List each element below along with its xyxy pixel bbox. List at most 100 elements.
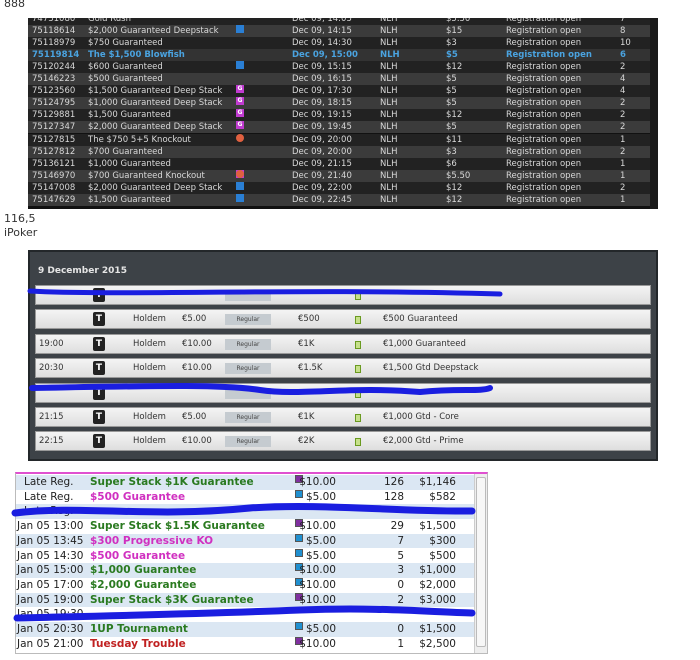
cell-status: Registration open xyxy=(506,134,582,145)
cell-prize: €1K xyxy=(298,412,315,422)
cell-time: Jan 05 19:30 xyxy=(17,608,84,621)
table-row[interactable]: 75127815 The $750 5+5 Knockout Dec 09, 20:… xyxy=(28,133,650,146)
cell-buyin: $5 xyxy=(446,74,457,85)
table-row[interactable]: T xyxy=(35,382,651,403)
guaranteed-icon: G xyxy=(236,97,244,106)
cell-buyin: $3 xyxy=(446,38,457,49)
cell-prize: $300 xyxy=(429,534,456,547)
table-row[interactable]: 22:15 Holdem €10.00 €2K €2,000 Gtd - Prime T R… xyxy=(35,431,651,452)
table-row[interactable]: 75119814 The $1,500 Blowfish Dec 09, 15:00… xyxy=(28,49,650,62)
cell-name: $1,500 Guaranteed xyxy=(88,194,171,205)
cell-game: Holdem xyxy=(133,436,166,447)
table-row[interactable]: Jan 05 21:00 Tuesday Trouble $10.00 1 $2,500 xyxy=(16,636,474,652)
cell-time: Late Reg. xyxy=(24,476,74,488)
cell-count: 1 xyxy=(620,170,626,181)
cell-id: 75127347 xyxy=(32,122,76,133)
table-row[interactable]: 19:00 Holdem €10.00 €1K €1,000 Guaranteed T Re… xyxy=(35,333,651,354)
cell-game: NLH xyxy=(380,98,398,109)
table-row[interactable]: 75136121 $1,000 Guaranteed Dec 09, 21:15 NL… xyxy=(28,157,650,170)
table-row[interactable]: 20:30 Holdem €10.00 €1.5K €1,500 Gtd Deepsta… xyxy=(35,358,651,379)
cell-game: NLH xyxy=(380,62,398,73)
table-row[interactable]: Holdem €5.00 €500 €500 Guaranteed T Regular xyxy=(35,309,651,330)
cell-buyin: $5.50 xyxy=(446,170,471,181)
cell-name: $750 Guaranteed xyxy=(88,38,163,49)
table-row[interactable]: 75147008 $2,000 Guaranteed Deep Stack Dec … xyxy=(28,181,650,194)
table-row[interactable]: Jan 05 14:30 $500 Guarantee $5.00 5 $500 xyxy=(16,548,474,564)
cell-time: 21:15 xyxy=(39,412,64,422)
table-row[interactable]: 75120244 $600 Guaranteed Dec 09, 15:15 NLH $… xyxy=(28,61,650,74)
cell-buyin: $6 xyxy=(446,158,457,169)
table-row[interactable]: Late Reg. xyxy=(16,504,474,519)
cell-buyin: €10.00 xyxy=(182,436,212,447)
cell-count: 1 xyxy=(620,158,626,169)
tournament-badge-icon xyxy=(295,533,303,542)
table-row[interactable]: 75124795 $1,000 Guaranteed Deep Stack Dec … xyxy=(28,97,650,110)
cell-buyin: $3 xyxy=(446,146,457,157)
table-row[interactable]: 75129881 $1,500 Guaranteed Dec 09, 19:15 NL… xyxy=(28,109,650,122)
cell-name: $1,000 Guaranteed Deep Stack xyxy=(88,98,223,109)
cell-date: Dec 09, 19:15 xyxy=(292,110,352,121)
section-label-ipoker: iPoker xyxy=(4,226,38,239)
guaranteed-icon: G xyxy=(236,121,244,130)
cell-buyin: $5.00 xyxy=(305,623,336,635)
table-row[interactable]: 75123560 $1,500 Guaranteed Deep Stack Dec … xyxy=(28,85,650,98)
table-row[interactable]: Jan 05 13:45 $300 Progressive KO $5.00 7 $30… xyxy=(16,533,474,549)
table-row[interactable]: 75146970 $700 Guaranteed Knockout Dec 09, … xyxy=(28,169,650,182)
scrollbar-thumb[interactable] xyxy=(476,477,486,647)
cell-id: 75118979 xyxy=(32,38,76,49)
table-row[interactable]: 74731080 Gold Rush Dec 09, 14:05 NLH $5.50 Re… xyxy=(28,18,650,25)
cell-name: $600 Guaranteed xyxy=(88,62,163,73)
table-row[interactable]: 75118979 $750 Guaranteed Dec 09, 14:30 NLH $… xyxy=(28,37,650,50)
cell-status: Registration open xyxy=(506,146,582,157)
cell-name: €500 Guaranteed xyxy=(383,314,458,325)
cell-status: Registration open xyxy=(506,26,582,37)
cell-buyin: $10.00 xyxy=(299,578,336,591)
cell-game: NLH xyxy=(380,134,398,145)
table-row[interactable]: Jan 05 13:00 Super Stack $1.5K Guarantee $… xyxy=(16,519,474,534)
table-row[interactable]: 75147629 $1,500 Guaranteed Dec 09, 22:45 NL… xyxy=(28,193,650,206)
scrollbar[interactable] xyxy=(474,474,487,653)
table-row[interactable]: Jan 05 19:30 xyxy=(16,607,474,622)
cell-time: Jan 05 14:30 xyxy=(17,549,84,562)
cell-game: NLH xyxy=(380,50,400,61)
cell-buyin: $10.00 xyxy=(299,564,336,577)
cell-count: 2 xyxy=(620,62,626,73)
cell-prize: $1,500 xyxy=(419,623,456,635)
cell-game: NLH xyxy=(380,74,398,85)
scrollbar[interactable] xyxy=(650,18,658,209)
cell-game: NLH xyxy=(380,194,398,205)
table-row[interactable]: 21:15 Holdem €5.00 €1K €1,000 Gtd - Core T Reg… xyxy=(35,407,651,427)
cell-buyin: $15 xyxy=(446,26,463,37)
table-row[interactable]: 75146223 $500 Guaranteed Dec 09, 16:15 NLH $… xyxy=(28,73,650,86)
table-row[interactable]: 75127347 $2,000 Guaranteed Deep Stack Dec … xyxy=(28,121,650,134)
cell-name: The $750 5+5 Knockout xyxy=(88,134,191,145)
cell-date: Dec 09, 21:15 xyxy=(292,158,352,169)
cell-buyin: $11 xyxy=(446,134,463,145)
cell-buyin: €5.00 xyxy=(182,412,207,422)
cell-name: 1UP Tournament xyxy=(90,623,188,635)
table-row[interactable]: Jan 05 20:30 1UP Tournament $5.00 0 $1,500 xyxy=(16,622,474,637)
cell-name: €2,000 Gtd - Prime xyxy=(383,436,464,447)
table-row[interactable]: Late Reg. $500 Guarantee $5.00 128 $582 xyxy=(16,489,474,505)
cell-date: Dec 09, 22:00 xyxy=(292,182,352,193)
table-row[interactable]: Jan 05 19:00 Super Stack $3K Guarantee $10… xyxy=(16,592,474,608)
tournament-badge-icon xyxy=(295,548,303,557)
cell-id: 75118614 xyxy=(32,26,76,37)
table-row[interactable]: Jan 05 17:00 $2,000 Guarantee $10.00 0 $2,00… xyxy=(16,577,474,593)
cell-players: 1 xyxy=(397,637,404,650)
cell-name: $1,000 Guarantee xyxy=(90,564,197,577)
type-badge: Regular xyxy=(225,436,271,448)
cell-prize: €500 xyxy=(298,314,320,325)
table-row[interactable]: 75127812 $700 Guaranteed Dec 09, 20:00 NLH $… xyxy=(28,145,650,158)
tournament-list-888: 74731080 Gold Rush Dec 09, 14:05 NLH $5.50 Re… xyxy=(28,18,658,209)
table-row[interactable]: Late Reg. Super Stack $1K Guarantee $10.00… xyxy=(16,475,474,490)
cell-buyin: $5.00 xyxy=(305,549,336,562)
cell-name: $2,000 Guarantee xyxy=(90,578,197,591)
cell-name: Gold Rush xyxy=(88,18,131,24)
table-row[interactable]: T xyxy=(35,285,651,305)
table-row[interactable]: Jan 05 15:00 $1,000 Guarantee $10.00 3 $1,00… xyxy=(16,563,474,578)
cell-date: Dec 09, 18:15 xyxy=(292,98,352,109)
table-row[interactable]: 75118614 $2,000 Guaranteed Deepstack Dec 0… xyxy=(28,25,650,38)
cell-time: 20:30 xyxy=(39,363,64,374)
cell-players: 2 xyxy=(397,593,404,606)
